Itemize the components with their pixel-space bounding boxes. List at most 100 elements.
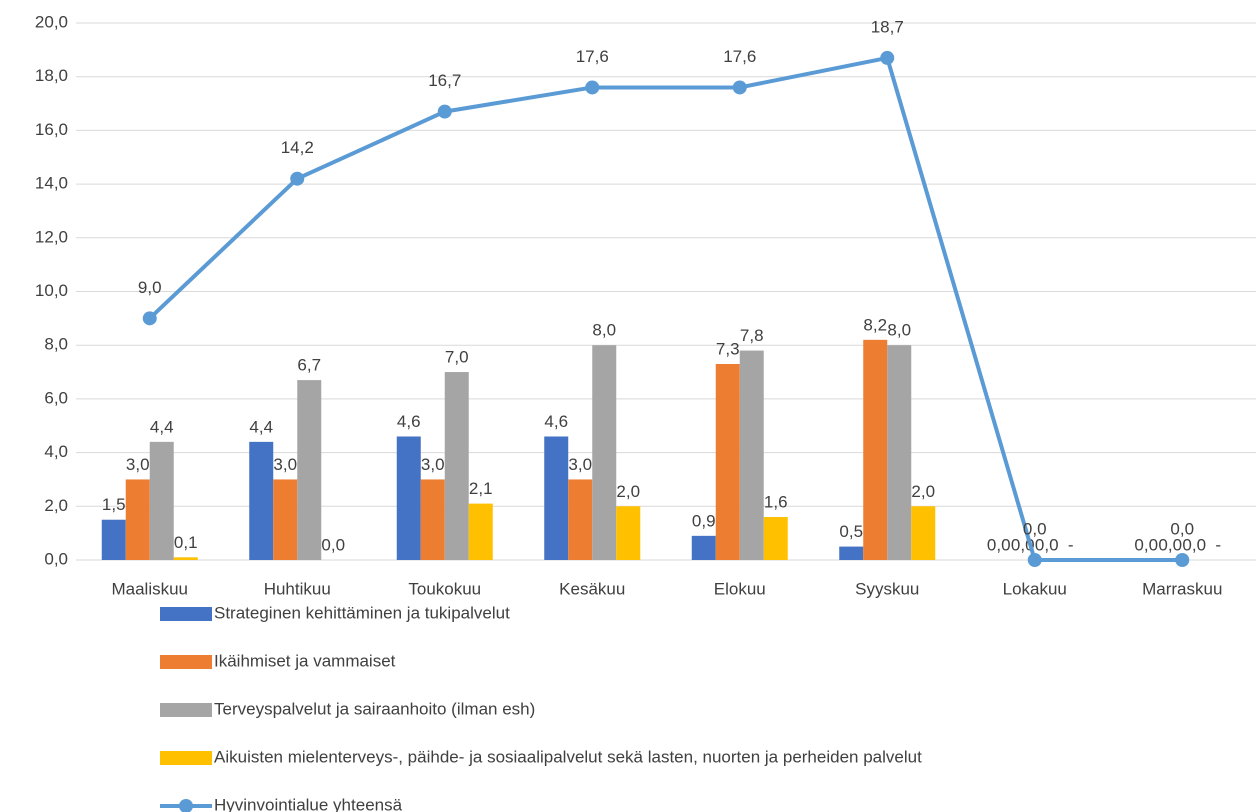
data-label: 17,6 [576, 47, 609, 66]
data-label: 8,2 [863, 315, 887, 334]
line-marker [880, 50, 895, 65]
y-tick-label: 14,0 [35, 174, 68, 193]
data-label: 2,0 [616, 482, 640, 501]
data-label: 0,0 [987, 535, 1011, 554]
bar [444, 372, 469, 560]
data-label: 7,8 [740, 326, 764, 345]
x-tick-label: Lokakuu [1003, 579, 1067, 598]
legend-label: Strateginen kehittäminen ja tukipalvelut [214, 603, 510, 622]
bar [715, 363, 740, 560]
data-label: 3,0 [273, 455, 297, 474]
legend-key [160, 751, 212, 765]
line [148, 55, 1183, 562]
data-label: 7,3 [716, 339, 740, 358]
bar [544, 436, 569, 560]
legend-label: Ikäihmiset ja vammaiset [214, 651, 396, 670]
line-marker [142, 311, 157, 326]
data-label: 9,0 [138, 278, 162, 297]
y-tick-label: 0,0 [44, 549, 68, 568]
line-marker [290, 171, 305, 186]
data-label: 18,7 [871, 17, 904, 36]
bar [691, 535, 716, 560]
x-tick-label: Maaliskuu [111, 579, 188, 598]
data-label: 0,1 [174, 533, 198, 552]
data-label: 0,5 [839, 522, 863, 541]
x-tick-label: Huhtikuu [264, 579, 331, 598]
data-label: 7,0 [445, 348, 469, 367]
line-marker [732, 80, 747, 95]
y-tick-label: 4,0 [44, 442, 68, 461]
y-tick-label: 12,0 [35, 227, 68, 246]
data-label: 0,0 [1158, 535, 1182, 554]
bar [887, 345, 912, 560]
legend-label: Hyvinvointialue yhteensä [214, 795, 403, 812]
data-label: 0,0 [321, 535, 345, 554]
bar [173, 557, 198, 560]
data-label: - [1215, 535, 1221, 554]
y-tick-label: 10,0 [35, 281, 68, 300]
bar [616, 506, 641, 560]
bar [149, 441, 174, 560]
y-tick-label: 6,0 [44, 388, 68, 407]
legend-key [160, 703, 212, 717]
bar [297, 380, 322, 560]
x-tick-label: Syyskuu [855, 579, 919, 598]
line-marker [585, 80, 600, 95]
y-tick-label: 18,0 [35, 66, 68, 85]
data-label: 2,0 [911, 482, 935, 501]
data-label: 0,0 [1134, 535, 1158, 554]
bar [839, 546, 864, 560]
x-tick-label: Elokuu [714, 579, 766, 598]
bar [568, 479, 593, 560]
bar [911, 506, 936, 560]
data-label: 0,0 [1023, 519, 1047, 538]
data-label: 1,6 [764, 493, 788, 512]
y-tick-label: 8,0 [44, 335, 68, 354]
bar [763, 517, 788, 560]
bar [468, 503, 493, 560]
data-label: 0,0 [1035, 535, 1059, 554]
x-tick-label: Kesäkuu [559, 579, 625, 598]
x-tick-label: Toukokuu [408, 579, 481, 598]
data-label: 4,4 [249, 417, 273, 436]
legend-label: Aikuisten mielenterveys-, päihde- ja sos… [214, 747, 922, 766]
line-marker [1027, 553, 1042, 567]
data-label: 4,6 [544, 412, 568, 431]
bar [249, 441, 274, 560]
legend-key [179, 799, 193, 812]
y-tick-label: 20,0 [35, 12, 68, 31]
bar [739, 350, 764, 560]
legend-label: Terveyspalvelut ja sairaanhoito (ilman e… [214, 699, 535, 718]
bar [273, 479, 298, 560]
data-label: 0,0 [1182, 535, 1206, 554]
data-label: 0,9 [692, 511, 716, 530]
line-marker [1175, 553, 1190, 567]
bar [592, 345, 617, 560]
data-label: 2,1 [469, 479, 493, 498]
data-label: 17,6 [723, 47, 756, 66]
data-label: 0,0 [1170, 519, 1194, 538]
bar [101, 519, 126, 560]
data-label: - [1068, 535, 1074, 554]
data-label: 3,0 [126, 455, 150, 474]
data-label: 16,7 [428, 71, 461, 90]
data-label: 1,5 [102, 495, 126, 514]
data-label: 4,6 [397, 412, 421, 431]
x-tick-label: Marraskuu [1142, 579, 1222, 598]
line-marker [437, 104, 452, 119]
bar [396, 436, 421, 560]
legend-key [160, 607, 212, 621]
bar [125, 479, 150, 560]
data-label: 8,0 [887, 321, 911, 340]
data-label: 14,2 [281, 138, 314, 157]
bar [420, 479, 445, 560]
y-tick-label: 2,0 [44, 496, 68, 515]
legend-key [160, 655, 212, 669]
bar [863, 339, 888, 560]
data-label: 8,0 [592, 321, 616, 340]
data-label: 6,7 [297, 356, 321, 375]
data-label: 4,4 [150, 417, 174, 436]
data-label: 3,0 [568, 455, 592, 474]
y-tick-label: 16,0 [35, 120, 68, 139]
